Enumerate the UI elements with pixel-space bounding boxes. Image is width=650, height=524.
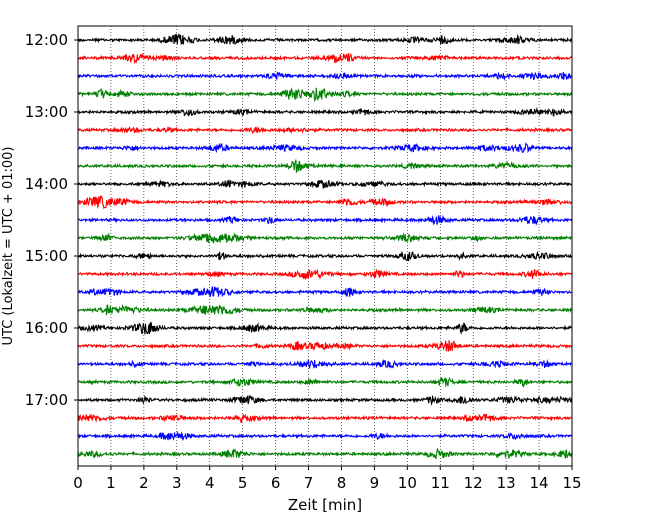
trace-1245 [77, 87, 573, 103]
trace-1500 [77, 250, 573, 262]
trace-layer [77, 33, 573, 459]
y-tick-label: 13:00 [25, 103, 68, 121]
x-tick-label: 0 [73, 474, 83, 492]
trace-1215 [77, 52, 573, 64]
trace-1745 [77, 447, 573, 459]
trace-1700 [77, 394, 573, 406]
y-tick-label: 14:00 [25, 175, 68, 193]
y-tick-label: 17:00 [25, 391, 68, 409]
trace-1630 [77, 358, 573, 370]
trace-1645 [77, 376, 573, 389]
x-tick-label: 4 [205, 474, 215, 492]
x-tick-label: 3 [172, 474, 182, 492]
x-tick-label: 8 [337, 474, 347, 492]
y-tick-label: 12:00 [25, 31, 68, 49]
x-tick-label: 9 [370, 474, 380, 492]
x-tick-label: 10 [398, 474, 417, 492]
x-tick-label: 12 [464, 474, 483, 492]
y-tick-label: 15:00 [25, 247, 68, 265]
trace-1400 [77, 179, 573, 189]
y-tick-label: 16:00 [25, 319, 68, 337]
trace-1415 [77, 195, 573, 210]
x-tick-label: 15 [562, 474, 581, 492]
trace-1230 [77, 71, 573, 81]
x-tick-label: 14 [530, 474, 549, 492]
trace-1615 [77, 340, 573, 352]
x-axis: 0 1 2 3 4 5 6 7 8 9 10 11 12 13 14 15 [73, 466, 582, 492]
trace-1545 [77, 304, 573, 316]
x-axis-label: Zeit [min] [288, 496, 362, 514]
trace-1730 [77, 430, 573, 441]
y-axis: 12:00 13:00 14:00 15:00 16:00 17:00 [25, 31, 78, 409]
x-tick-label: 1 [106, 474, 116, 492]
trace-1530 [77, 286, 573, 298]
trace-1445 [77, 232, 573, 244]
x-tick-label: 6 [271, 474, 281, 492]
trace-1300 [77, 107, 573, 117]
trace-1515 [77, 268, 573, 281]
trace-1600 [77, 321, 573, 336]
x-tick-label: 5 [238, 474, 248, 492]
plot-frame [77, 25, 573, 467]
trace-1200 [77, 33, 573, 45]
y-axis-label: UTC (Lokalzeit = UTC + 01:00) [1, 147, 16, 346]
trace-1715 [77, 413, 573, 424]
trace-1345 [77, 159, 573, 174]
x-tick-label: 7 [304, 474, 314, 492]
x-tick-label: 13 [497, 474, 516, 492]
x-tick-label: 2 [139, 474, 149, 492]
trace-1430 [77, 214, 573, 226]
x-tick-label: 11 [431, 474, 450, 492]
trace-1330 [77, 142, 573, 154]
trace-1315 [77, 126, 573, 134]
